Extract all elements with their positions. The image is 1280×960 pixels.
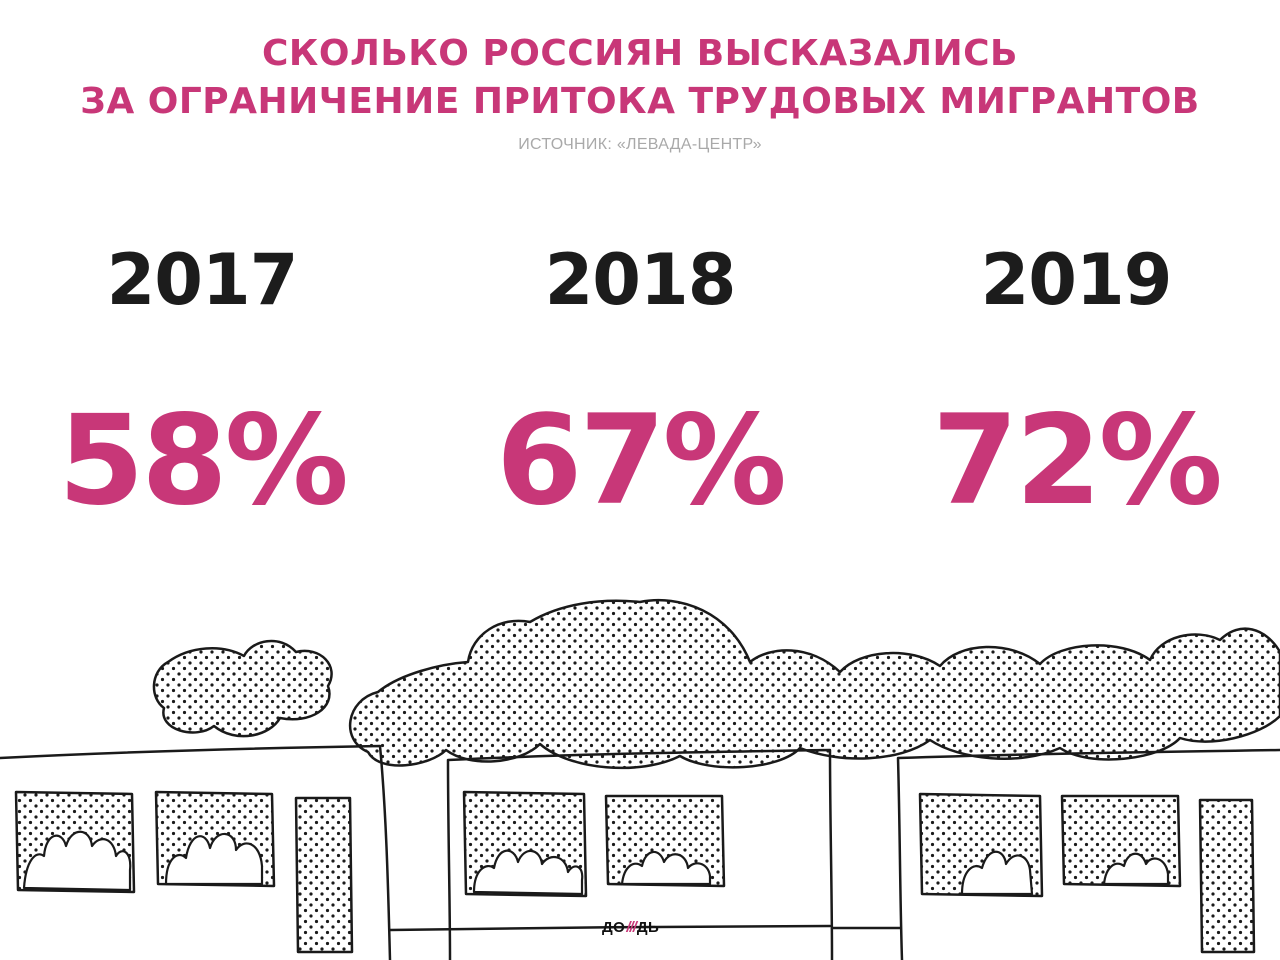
dozhd-logo: ДО///ДЬ bbox=[602, 917, 682, 939]
passengers bbox=[960, 850, 1034, 896]
smoke-cloud-small bbox=[152, 639, 333, 738]
smoke-cloud-large bbox=[348, 598, 1280, 770]
passengers bbox=[22, 830, 132, 892]
percent-value: 58% bbox=[58, 389, 349, 533]
percent-value: 67% bbox=[496, 389, 787, 533]
stat-2019: 2019 72% bbox=[916, 238, 1236, 526]
logo-right: ДЬ bbox=[636, 919, 660, 936]
train-car-2 bbox=[446, 748, 834, 960]
percent-value: 72% bbox=[932, 389, 1223, 533]
passengers bbox=[164, 832, 264, 886]
passengers bbox=[620, 850, 712, 886]
title-line-1: СКОЛЬКО РОССИЯН ВЫСКАЗАЛИСЬ bbox=[262, 33, 1018, 74]
stat-2017: 2017 58% bbox=[42, 238, 362, 526]
logo-left: ДО bbox=[602, 919, 626, 936]
passengers bbox=[472, 849, 584, 896]
train-car-3 bbox=[896, 748, 1280, 960]
chart-title: СКОЛЬКО РОССИЯН ВЫСКАЗАЛИСЬ ЗА ОГРАНИЧЕН… bbox=[0, 30, 1280, 126]
rail-line bbox=[388, 924, 902, 932]
source-note: ИСТОЧНИК: «ЛЕВАДА-ЦЕНТР» bbox=[518, 136, 762, 153]
year-label: 2018 bbox=[544, 239, 737, 321]
door bbox=[1198, 798, 1256, 954]
door bbox=[294, 796, 354, 954]
stat-2018: 2018 67% bbox=[480, 238, 800, 526]
title-line-2: ЗА ОГРАНИЧЕНИЕ ПРИТОКА ТРУДОВЫХ МИГРАНТО… bbox=[80, 81, 1200, 122]
logo-slashes: /// bbox=[626, 919, 636, 936]
passengers bbox=[1102, 852, 1170, 886]
year-label: 2019 bbox=[980, 239, 1173, 321]
train-car-1 bbox=[0, 744, 392, 960]
year-label: 2017 bbox=[106, 239, 299, 321]
